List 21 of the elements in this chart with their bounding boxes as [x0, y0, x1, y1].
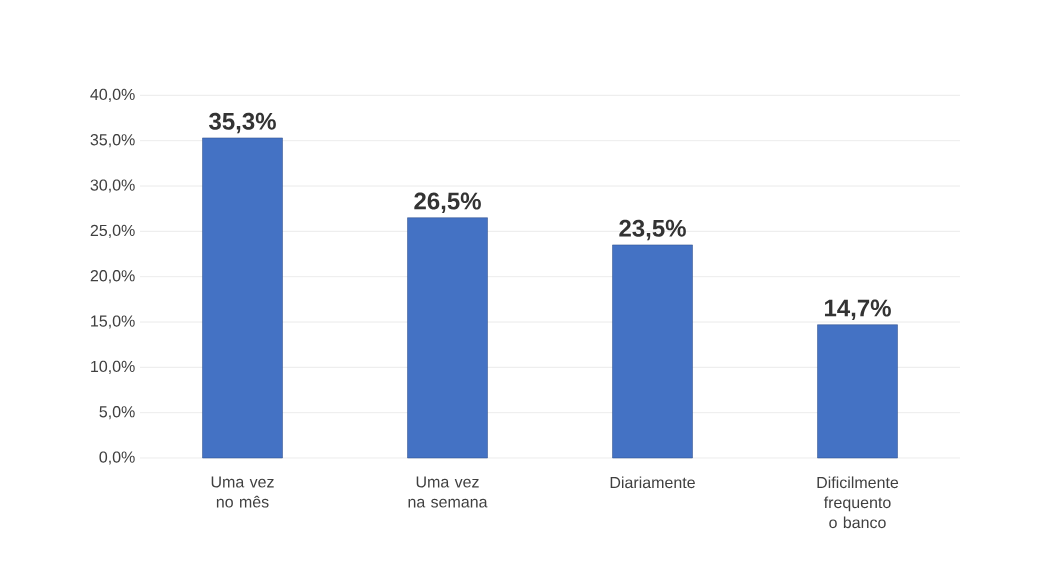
data-label: 14,7% [824, 299, 891, 321]
x-tick-label: Diariamente [610, 476, 695, 489]
y-tick-label: 10,0% [91, 360, 135, 374]
y-tick-label: 35,0% [90, 134, 135, 148]
y-tick-label: 30,0% [90, 179, 135, 193]
data-label: 35,3% [209, 112, 276, 134]
y-tick-label: 20,0% [90, 270, 135, 284]
bar [817, 324, 898, 459]
y-tick-label: 25,0% [90, 224, 135, 238]
y-tick-label: 0,0% [99, 451, 135, 465]
y-tick-label: 40,0% [90, 88, 135, 102]
bar [407, 217, 488, 459]
x-tick-label: Dificilmente frequento o banco [817, 476, 899, 529]
data-label: 23,5% [619, 219, 686, 241]
y-tick-label: 5,0% [99, 406, 135, 420]
data-label: 26,5% [414, 192, 481, 214]
bar [612, 244, 693, 459]
y-tick-label: 15,0% [91, 315, 135, 329]
x-tick-label: Uma vez no mês [211, 476, 274, 508]
bar [202, 137, 283, 459]
x-tick-label: Uma vez na semana [408, 476, 488, 508]
